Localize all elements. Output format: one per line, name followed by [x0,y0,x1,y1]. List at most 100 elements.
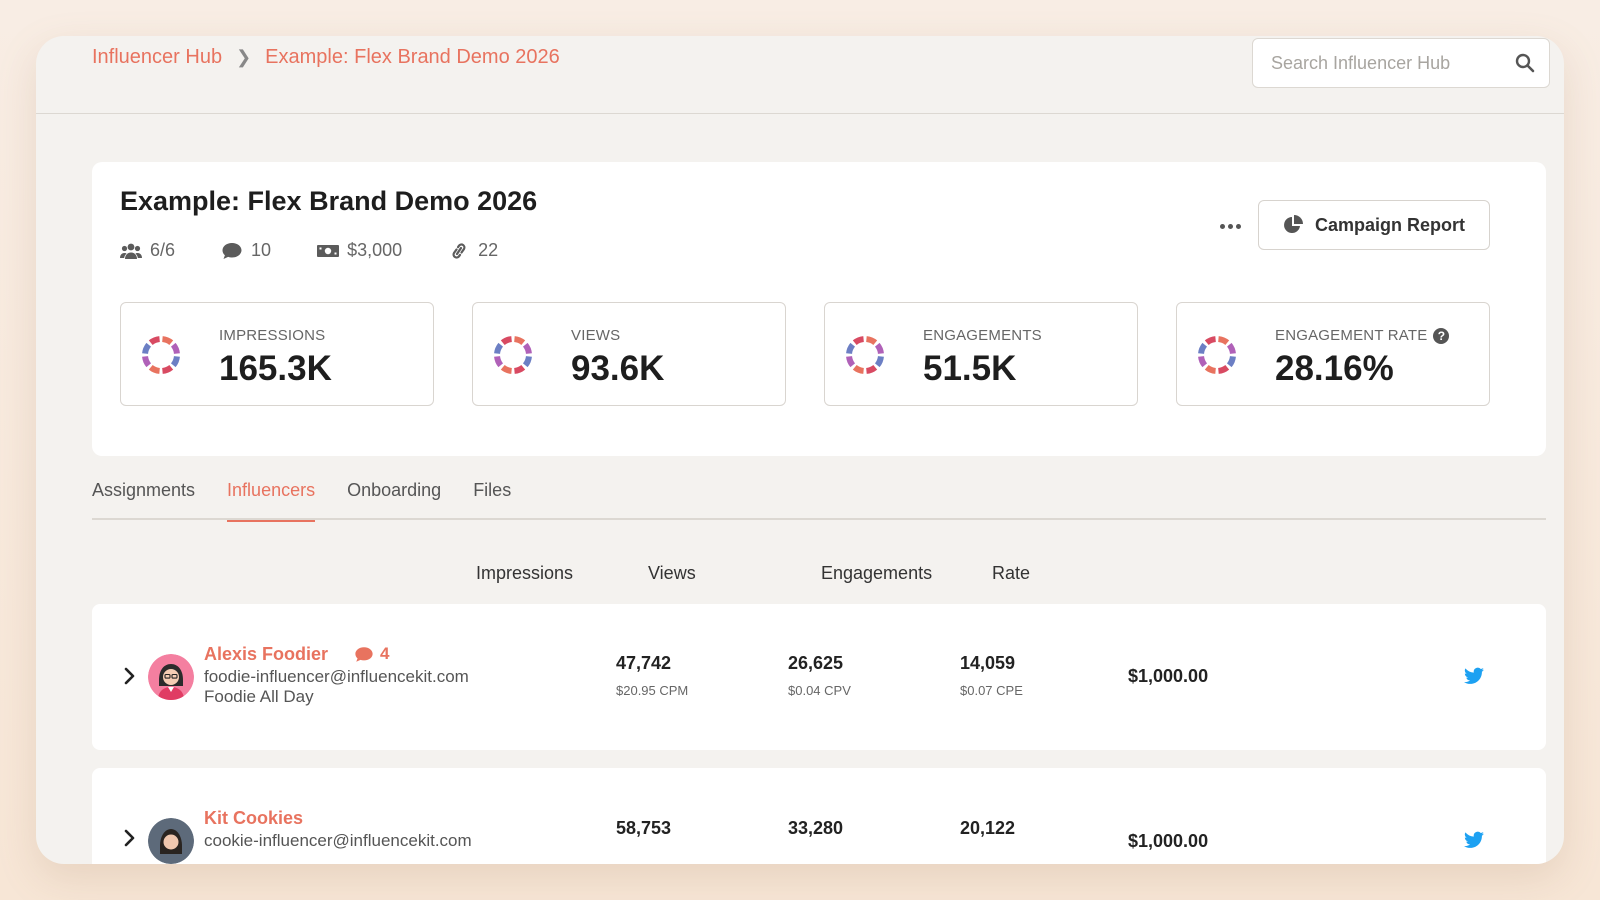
donut-segment [874,355,884,368]
donut-segment [494,342,504,355]
stat-value: 28.16% [1275,349,1394,388]
donut-segment [1204,336,1217,346]
campaign-report-label: Campaign Report [1314,214,1465,235]
donut-segment [1226,342,1236,355]
twitter-icon[interactable] [1464,667,1484,685]
donut-segment [494,355,504,368]
search-input[interactable] [1271,52,1515,74]
tab-files[interactable]: Files [473,480,512,500]
donut-segment [522,355,532,368]
stat-label: VIEWS [571,327,621,344]
donut-segment [513,336,526,346]
engagements-value: 14,059 [960,653,1016,673]
comment-count: 10 [221,240,271,261]
tab-onboarding[interactable]: Onboarding [347,480,442,500]
stat-label: ENGAGEMENT RATE ? [1275,327,1450,344]
stat-views: VIEWS 93.6K [472,302,786,406]
chevron-right-icon[interactable] [122,828,138,848]
engagements-value: 20,122 [960,818,1016,838]
tab-assignments[interactable]: Assignments [92,480,196,500]
column-header-rate[interactable]: Rate [992,563,1031,583]
help-icon[interactable]: ? [1433,327,1450,344]
influencer-email: cookie-influencer@influencekit.com [204,831,472,850]
donut-segment [1198,355,1208,368]
donut-segment [874,342,884,355]
search-box[interactable] [1252,38,1550,88]
influencer-tagline: Foodie All Day [204,687,314,706]
budget-value: $3,000 [347,240,403,260]
avatar [148,818,194,864]
donut-segment [865,336,878,346]
breadcrumb-root-link[interactable]: Influencer Hub [92,46,223,68]
chevron-right-icon[interactable] [122,666,138,686]
influencer-name[interactable]: Kit Cookies [204,808,304,828]
stats-row: IMPRESSIONS 165.3K VIEWS 93.6K ENGAGEMEN… [120,302,1490,406]
influencer-count-value: 6/6 [150,240,176,260]
donut-segment [865,364,878,374]
breadcrumb: Influencer Hub ❯ Example: Flex Brand Dem… [92,46,560,69]
influencer-name[interactable]: Alexis Foodier [204,644,329,664]
donut-segment [148,364,161,374]
column-header-views[interactable]: Views [648,563,696,583]
comment-icon [355,646,373,662]
donut-segment [852,336,865,346]
donut-segment [522,342,532,355]
money-icon [317,244,340,257]
donut-chart-icon [494,336,532,374]
donut-segment [846,355,856,368]
comment-icon [222,242,242,259]
stat-value: 51.5K [923,349,1017,388]
donut-segment [852,364,865,374]
donut-segment [1204,364,1217,374]
impressions-value: 47,742 [616,653,672,673]
donut-segment [161,336,174,346]
donut-segment [170,355,180,368]
campaign-card: Example: Flex Brand Demo 2026 6/6 10 [92,162,1546,456]
influencer-comments[interactable]: 4 [354,644,389,664]
views-value: 26,625 [788,653,844,673]
column-header-impressions[interactable]: Impressions [476,563,574,583]
impressions-value: 58,753 [616,818,672,838]
tab-influencers[interactable]: Influencers [227,476,316,522]
donut-segment [500,336,513,346]
views-value: 33,280 [788,818,844,838]
donut-segment [170,342,180,355]
rate-value: $1,000.00 [1128,666,1209,686]
table-row[interactable]: Alexis Foodier 4 foodie-influencer@influ… [92,604,1546,750]
tab-bar: Assignments Influencers Onboarding Files [92,476,1546,522]
stat-engagement-rate: ENGAGEMENT RATE ? 28.16% [1176,302,1490,406]
stat-label: ENGAGEMENTS [923,327,1042,344]
donut-segment [1217,364,1230,374]
pie-chart-icon [1284,215,1303,233]
link-count-value: 22 [478,240,499,260]
donut-segment [142,355,152,368]
link-count: 22 [448,240,498,261]
top-bar: Influencer Hub ❯ Example: Flex Brand Dem… [36,36,1564,114]
campaign-report-button[interactable]: Campaign Report [1258,200,1490,250]
donut-segment [1226,355,1236,368]
search-icon[interactable] [1515,53,1535,73]
campaign-title: Example: Flex Brand Demo 2026 [120,186,538,216]
cpm-value: $20.95 CPM [616,683,689,698]
table-row[interactable]: Kit Cookies cookie-influencer@influencek… [92,768,1546,864]
stat-label-text: ENGAGEMENT RATE [1275,327,1428,344]
donut-chart-icon [1198,336,1236,374]
donut-segment [500,364,513,374]
donut-chart-icon [142,336,180,374]
avatar [148,654,194,700]
budget: $3,000 [317,240,402,261]
app-window: Influencer Hub ❯ Example: Flex Brand Dem… [36,36,1564,864]
stat-engagements: ENGAGEMENTS 51.5K [824,302,1138,406]
twitter-icon[interactable] [1464,831,1484,849]
donut-segment [1217,336,1230,346]
column-header-engagements[interactable]: Engagements [821,563,933,583]
link-icon [452,242,466,259]
stat-impressions: IMPRESSIONS 165.3K [120,302,434,406]
users-icon [120,243,142,259]
donut-segment [1198,342,1208,355]
donut-segment [513,364,526,374]
breadcrumb-current[interactable]: Example: Flex Brand Demo 2026 [265,46,560,68]
comment-count-value: 10 [251,240,272,260]
more-options-icon[interactable] [1216,214,1244,238]
cpe-value: $0.07 CPE [960,683,1023,698]
